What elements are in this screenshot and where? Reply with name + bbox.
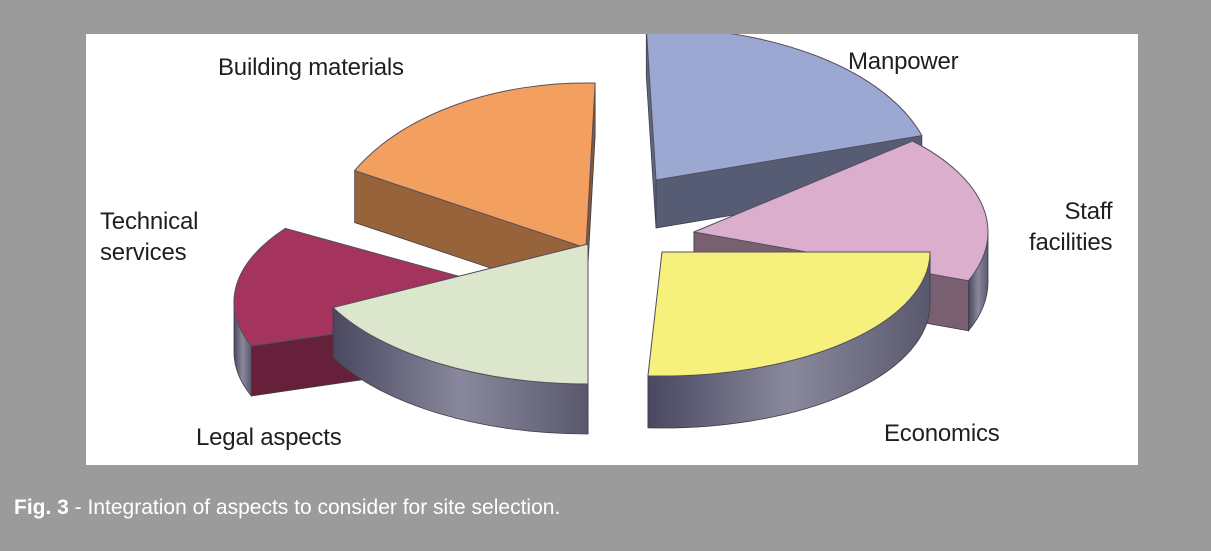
slice-top-face [692, 140, 989, 282]
pie-slice-economics [647, 251, 931, 429]
label-economics: Economics [884, 420, 1000, 447]
pie-slice-manpower [645, 34, 923, 229]
label-staff-facilities: Staff facilities [1029, 198, 1113, 256]
label-technical-services: Technical services [100, 208, 199, 266]
label-manpower: Manpower [848, 48, 959, 75]
pie-slice-legal-aspects [332, 243, 589, 435]
caption-separator: - [68, 496, 88, 519]
slice-top-face [332, 243, 589, 385]
figure-number: Fig. 3 [14, 496, 69, 519]
slice-top-face [233, 227, 553, 347]
slice-top-face [647, 251, 931, 377]
figure-panel: Building materials Manpower Technical se… [86, 34, 1138, 465]
label-building-materials: Building materials [218, 54, 404, 81]
slice-top-face [353, 82, 596, 249]
exploded-pie-diagram [233, 34, 989, 435]
caption-text: Integration of aspects to consider for s… [87, 496, 561, 519]
figure-caption: Fig. 3 - Integration of aspects to consi… [14, 496, 560, 520]
label-legal-aspects: Legal aspects [196, 424, 342, 451]
slice-top-face [646, 34, 923, 181]
